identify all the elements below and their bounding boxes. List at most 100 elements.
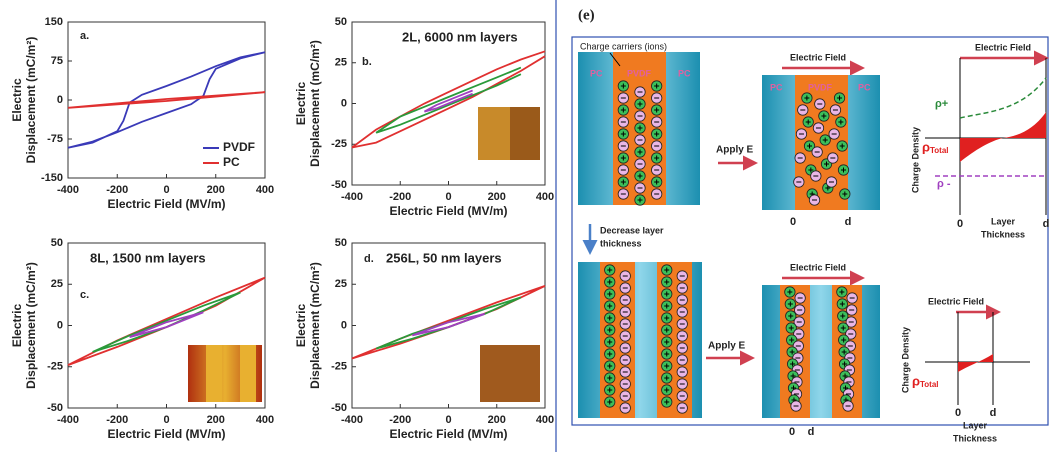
cation — [837, 322, 849, 334]
cation — [651, 152, 663, 164]
callout-arrow — [609, 52, 621, 67]
y-tick-label: -75 — [47, 133, 63, 145]
loop-line — [423, 89, 473, 113]
anion — [812, 122, 825, 134]
x-tick-label: 400 — [536, 191, 554, 203]
loop-line — [411, 313, 486, 337]
anion — [793, 316, 805, 328]
anion — [676, 270, 688, 282]
y-tick-label: 50 — [335, 237, 347, 249]
anion — [619, 342, 631, 354]
y-tick-label: 25 — [335, 57, 347, 69]
x-tick-label: 200 — [207, 184, 225, 196]
x-tick-label: -400 — [341, 414, 363, 426]
y-axis-label: Electric — [10, 303, 24, 347]
layer-label: PC — [678, 68, 691, 78]
y-tick-label: 150 — [45, 16, 63, 28]
anion — [811, 146, 823, 158]
axis-label: d — [845, 216, 852, 228]
panel-label: (e) — [578, 7, 595, 23]
anion — [617, 188, 629, 200]
cation — [604, 312, 616, 324]
cation — [836, 286, 848, 298]
anion — [619, 318, 631, 330]
cation — [837, 310, 849, 322]
cation — [604, 336, 616, 348]
y-axis-label: Charge Density — [910, 127, 920, 193]
cation — [784, 298, 796, 310]
anion — [676, 354, 688, 366]
y-tick-label: 50 — [335, 16, 347, 28]
cation — [604, 324, 616, 336]
cation — [634, 98, 646, 110]
x-axis-label: Electric Field (MV/m) — [107, 197, 225, 211]
layer-label: PC — [590, 68, 603, 78]
cation — [651, 104, 663, 116]
axis-label: 0 — [955, 407, 961, 419]
chart-title: 2L, 6000 nm layers — [402, 29, 518, 44]
anion — [619, 390, 631, 402]
anion — [676, 330, 688, 342]
cation — [604, 264, 616, 276]
x-tick-label: -200 — [106, 184, 128, 196]
cation — [835, 116, 847, 128]
x-tick-label: 400 — [256, 184, 274, 196]
anion — [829, 104, 842, 116]
anion — [676, 306, 688, 318]
afm-inset — [480, 345, 540, 402]
anion — [619, 270, 631, 282]
anion — [634, 158, 646, 170]
cation — [836, 298, 848, 310]
axis-label: 0 — [957, 218, 963, 230]
anion — [676, 318, 688, 330]
cation — [651, 80, 663, 92]
anion — [795, 128, 808, 140]
legend-label: PVDF — [223, 140, 255, 154]
cation — [604, 276, 616, 288]
anion — [651, 140, 663, 152]
x-tick-label: 200 — [488, 191, 506, 203]
cation — [604, 348, 616, 360]
field-label: Electric Field — [790, 52, 846, 62]
cation — [617, 152, 629, 164]
anion — [846, 304, 858, 316]
cation — [661, 384, 673, 396]
anion — [617, 116, 629, 128]
panel-label: d. — [364, 253, 374, 265]
x-tick-label: -200 — [389, 414, 411, 426]
field-label: Electric Field — [928, 296, 984, 306]
anion — [634, 182, 646, 194]
y-tick-label: -150 — [41, 172, 63, 184]
cation — [661, 264, 673, 276]
cation — [604, 300, 616, 312]
rho-total-sub: Total — [920, 380, 939, 389]
anion — [808, 194, 821, 206]
anion — [676, 282, 688, 294]
cation — [833, 92, 846, 104]
rho-total-sub: Total — [930, 146, 949, 155]
x-tick-label: -200 — [106, 414, 128, 426]
y-tick-label: 0 — [341, 319, 347, 331]
x-tick-label: 0 — [445, 191, 451, 203]
rho-total-area — [960, 112, 1046, 162]
x-axis-label: Electric Field (MV/m) — [107, 427, 225, 441]
anion — [828, 128, 840, 140]
afm-inset — [510, 107, 540, 160]
cation — [661, 336, 673, 348]
cation — [604, 372, 616, 384]
cation — [837, 164, 850, 176]
axis-label: d — [1043, 218, 1050, 230]
cation — [634, 122, 646, 134]
y-axis-label: Displacement (mC/m²) — [308, 40, 322, 167]
loop-line — [375, 66, 522, 134]
cation — [661, 288, 673, 300]
anion — [814, 98, 826, 110]
layer-label: PC — [858, 82, 871, 92]
panel-label: c. — [80, 289, 89, 301]
cation — [661, 348, 673, 360]
y-axis-label: Electric — [294, 81, 308, 125]
cation — [604, 396, 616, 408]
x-tick-label: 400 — [256, 414, 274, 426]
anion — [634, 86, 646, 98]
y-axis-label: Displacement (mC/m²) — [24, 37, 38, 164]
